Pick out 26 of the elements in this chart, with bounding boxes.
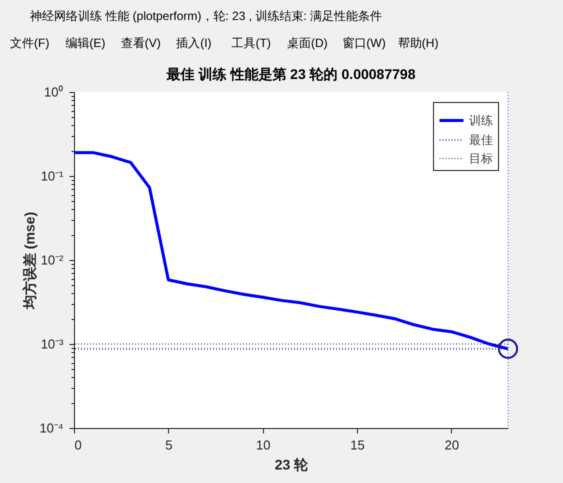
legend-label: 目标 xyxy=(469,152,493,166)
y-tick-label: 10⁰ xyxy=(44,84,64,100)
text: 文件(F) xyxy=(10,36,50,50)
y-tick-label: 10⁻¹ xyxy=(40,168,64,184)
x-tick-label: 5 xyxy=(165,438,172,452)
y-tick-label: 10⁻⁴ xyxy=(39,420,64,436)
y-axis-title: 均方误差 (mse) xyxy=(21,212,38,310)
text: 神经网络训练 性能 (plotperform)，轮: 23 , 训练结束: 满足性能条件 xyxy=(30,9,382,23)
y-tick-label: 10⁻² xyxy=(40,252,64,268)
text: 查看(V) xyxy=(120,36,161,50)
x-tick-label: 20 xyxy=(444,438,460,452)
text: 工具(T) xyxy=(232,36,271,50)
x-tick-label: 0 xyxy=(74,438,82,452)
text: 窗口(W) xyxy=(342,36,386,50)
chart-title: 最佳 训练 性能是第 23 轮的 0.00087798 xyxy=(166,66,416,82)
text: 桌面(D) xyxy=(287,36,328,50)
legend-label: 训练 xyxy=(469,114,493,128)
line-series xyxy=(74,151,508,350)
legend-label: 最佳 xyxy=(469,133,493,147)
y-tick-label: 10⁻³ xyxy=(40,336,64,352)
x-tick-label: 10 xyxy=(256,438,270,452)
text: 插入(I) xyxy=(176,36,212,50)
x-axis-title: 23 轮 xyxy=(274,456,310,472)
text: 帮助(H) xyxy=(398,36,438,50)
text: 编辑(E) xyxy=(65,36,106,50)
x-tick-label: 15 xyxy=(350,438,365,452)
